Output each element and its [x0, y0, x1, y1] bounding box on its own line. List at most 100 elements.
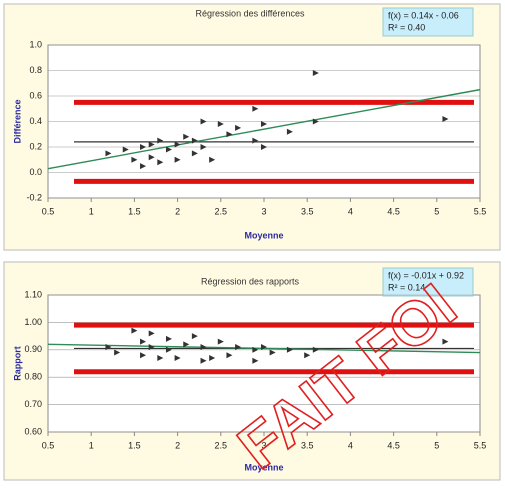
y-tick-label: 0.6 [29, 90, 42, 100]
point [217, 121, 224, 128]
point [217, 338, 224, 345]
x-tick-label: 5 [434, 206, 439, 216]
point [140, 144, 147, 150]
point [183, 133, 190, 140]
point [148, 141, 155, 148]
point [252, 137, 259, 144]
point [261, 144, 267, 150]
point [191, 150, 198, 157]
trend-line [47, 88, 481, 170]
y-tick-label: 1.00 [24, 317, 42, 327]
point [442, 338, 449, 345]
point [312, 346, 319, 353]
x-tick-label: 4 [348, 206, 353, 216]
point [165, 335, 172, 342]
x-tick-label: 4.5 [387, 440, 400, 450]
y-axis-label: Différence [12, 99, 22, 143]
y-tick-label: 0.70 [24, 399, 42, 409]
x-tick-label: 2 [175, 440, 180, 450]
x-tick-label: 3 [261, 206, 266, 216]
point [131, 156, 138, 163]
point [200, 357, 207, 364]
point [157, 137, 164, 144]
point [183, 341, 190, 348]
x-tick-label: 0.5 [42, 440, 55, 450]
x-tick-label: 5.5 [474, 440, 487, 450]
x-tick-label: 2.5 [215, 440, 228, 450]
y-tick-label: 0.4 [29, 116, 42, 126]
point [209, 355, 216, 362]
point [442, 115, 449, 122]
plot-area [47, 294, 481, 433]
x-tick-label: 5 [434, 440, 439, 450]
y-tick-label: 0.8 [29, 65, 42, 75]
point [286, 128, 293, 135]
point [226, 352, 233, 359]
x-tick-label: 1 [89, 440, 94, 450]
point [174, 141, 181, 148]
y-tick-label: 0.2 [29, 141, 42, 151]
point [122, 146, 129, 153]
point [157, 159, 164, 166]
point [174, 156, 181, 163]
point [235, 344, 242, 351]
point [148, 344, 155, 351]
point [148, 154, 155, 161]
equation: f(x) = 0.14x - 0.06 [388, 10, 459, 20]
point [140, 163, 147, 170]
point [165, 346, 172, 353]
x-tick-label: 0.5 [42, 206, 55, 216]
x-axis-label: Moyenne [244, 230, 283, 240]
point [312, 70, 319, 77]
point [140, 352, 147, 359]
point [157, 355, 164, 362]
point [252, 346, 259, 353]
point [165, 146, 172, 153]
point [312, 118, 319, 125]
y-tick-label: -0.2 [26, 192, 42, 202]
point [209, 156, 216, 163]
x-tick-label: 3.5 [301, 440, 314, 450]
point [148, 330, 155, 337]
y-tick-label: 0.0 [29, 167, 42, 177]
point [200, 344, 207, 351]
point [200, 118, 207, 125]
x-tick-label: 4.5 [387, 206, 400, 216]
point [226, 131, 233, 138]
x-tick-label: 5.5 [474, 206, 487, 216]
x-axis-label: Moyenne [244, 462, 283, 472]
y-tick-label: 0.90 [24, 344, 42, 354]
point [304, 352, 311, 359]
y-tick-label: 1.10 [24, 289, 42, 299]
x-tick-label: 2 [175, 206, 180, 216]
point [252, 357, 259, 364]
x-tick-label: 3.5 [301, 206, 314, 216]
equation-box [382, 7, 474, 37]
equation: f(x) = -0.01x + 0.92 [388, 270, 464, 280]
point [105, 150, 112, 157]
y-axis-label: Rapport [12, 346, 22, 381]
point [174, 355, 181, 362]
y-tick-label: 1.0 [29, 39, 42, 49]
x-tick-label: 3 [261, 440, 266, 450]
equation: R² = 0.14 [388, 282, 425, 292]
point [114, 349, 121, 356]
title-box [160, 275, 340, 289]
point [191, 137, 198, 144]
title-box [160, 7, 340, 21]
point [200, 144, 207, 150]
point [261, 344, 267, 351]
equation-box [382, 267, 474, 297]
point [140, 338, 147, 345]
point [235, 124, 242, 131]
point [191, 333, 198, 340]
chart-title: Régression des différences [196, 8, 305, 18]
point [269, 349, 276, 356]
point [261, 121, 267, 128]
chart-title: Régression des rapports [201, 276, 300, 286]
point [131, 327, 138, 334]
y-tick-label: 0.80 [24, 372, 42, 382]
x-tick-label: 2.5 [215, 206, 228, 216]
x-tick-label: 1.5 [128, 206, 141, 216]
